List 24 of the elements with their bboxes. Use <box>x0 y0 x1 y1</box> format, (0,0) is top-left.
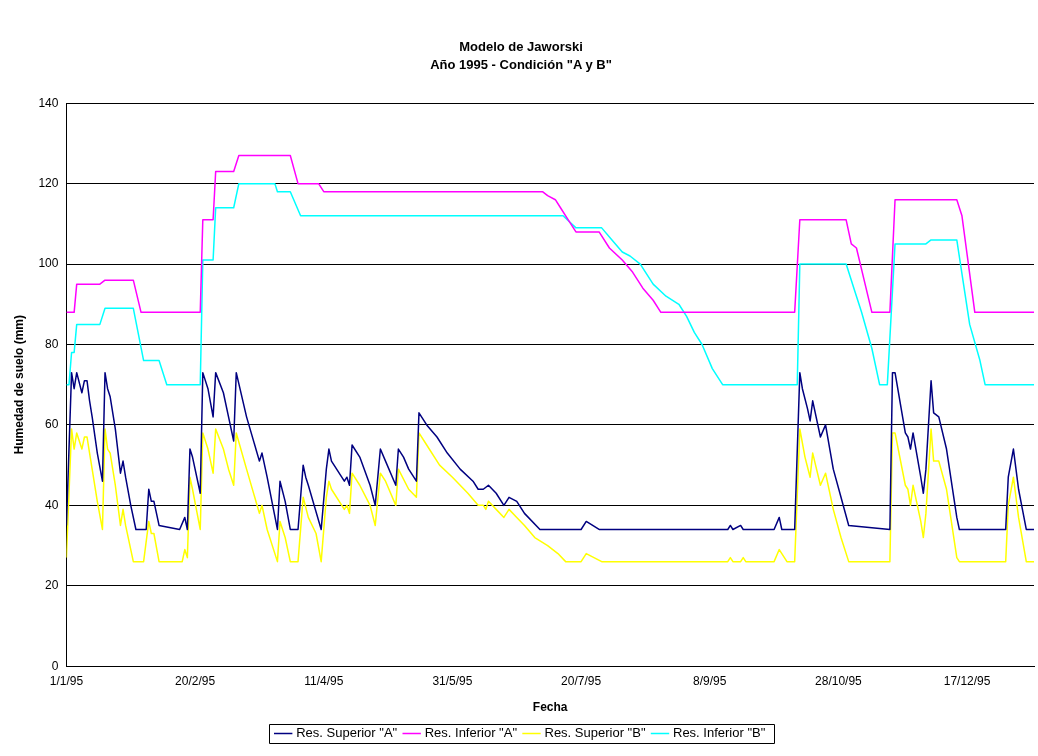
legend-label: Res. Superior "A" <box>296 725 398 741</box>
y-tick-label: 80 <box>45 336 59 351</box>
x-tick-label: 17/12/95 <box>943 673 991 688</box>
y-tick-label: 120 <box>38 175 59 190</box>
legend-label: Res. Inferior "B" <box>672 725 766 741</box>
x-tick-label: 20/7/95 <box>561 673 602 688</box>
y-tick-label: 20 <box>45 578 59 593</box>
y-tick-label: 60 <box>45 417 59 432</box>
y-tick-label: 40 <box>45 497 59 512</box>
x-tick-label: 1/1/95 <box>49 673 84 688</box>
legend-label: Res. Superior "B" <box>544 725 646 741</box>
y-tick-label: 100 <box>38 256 59 271</box>
x-tick-label: 20/2/95 <box>175 673 216 688</box>
y-axis-title: Humedad de suelo (mm) <box>11 315 26 455</box>
legend-label: Res. Inferior "A" <box>424 725 518 741</box>
x-tick-label: 11/4/95 <box>304 673 344 688</box>
y-tick-label: 140 <box>38 95 59 110</box>
y-tick-label: 0 <box>51 658 59 673</box>
x-tick-label: 31/5/95 <box>432 673 473 688</box>
x-axis-title: Fecha <box>532 700 568 715</box>
chart-subtitle: Año 1995 - Condición "A y B" <box>430 56 612 72</box>
x-tick-label: 8/9/95 <box>693 673 727 688</box>
chart-title: Modelo de Jaworski <box>459 39 583 55</box>
x-tick-label: 28/10/95 <box>815 673 863 688</box>
